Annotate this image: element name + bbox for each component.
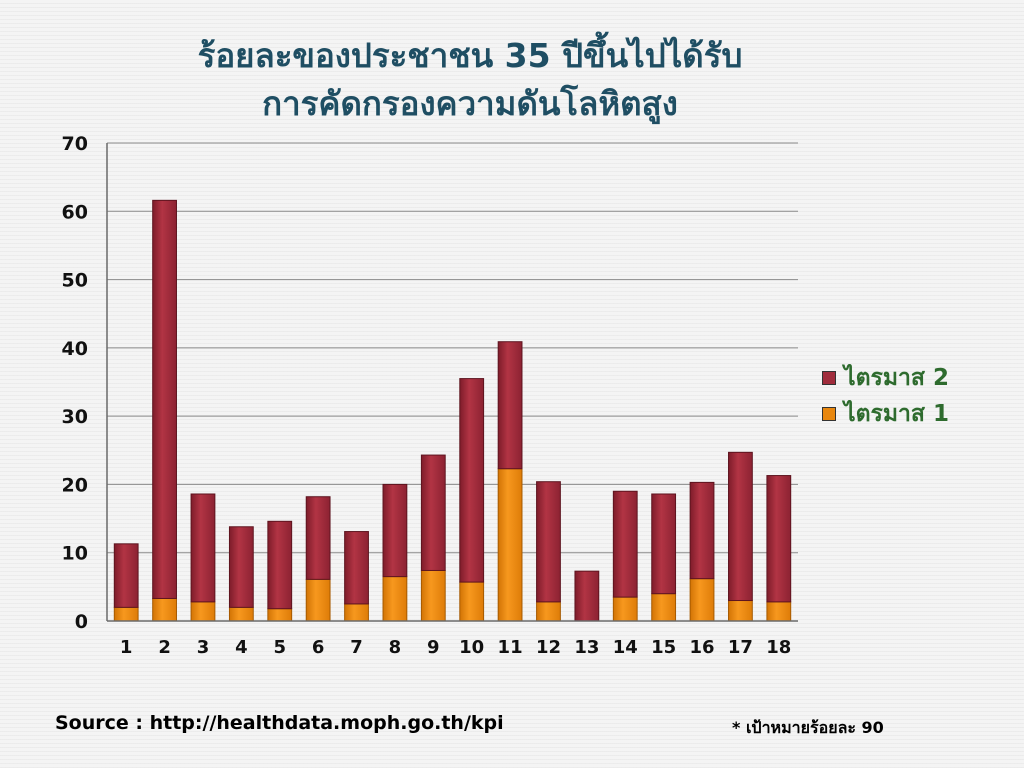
legend-swatch-q1 bbox=[822, 407, 836, 421]
bar-segment-q2-7 bbox=[344, 531, 369, 605]
x-tick-labels: 1 2 3 4 5 6 7 8 9 10 11 12 13 14 15 16 17 18 bbox=[120, 637, 791, 658]
bar-segment-q1-11 bbox=[497, 468, 523, 622]
bar-segment-q1-18 bbox=[766, 601, 792, 622]
bar-segment-q2-5 bbox=[267, 520, 293, 610]
y-tick-label: 0 bbox=[75, 611, 88, 633]
bar-segment-q2-6 bbox=[305, 496, 331, 580]
y-tick-label: 40 bbox=[62, 338, 88, 360]
x-tick-label: 6 bbox=[312, 637, 325, 658]
bar-segment-q2-3 bbox=[190, 493, 216, 603]
y-tick-label: 60 bbox=[62, 201, 88, 223]
x-tick-label: 3 bbox=[197, 637, 210, 658]
bar-segment-q2-12 bbox=[536, 481, 561, 603]
legend-swatch-q2 bbox=[822, 371, 836, 385]
x-tick-label: 5 bbox=[273, 637, 286, 658]
x-tick-label: 16 bbox=[689, 637, 714, 658]
legend-item-q1: ไตรมาส 1 bbox=[822, 396, 949, 432]
bar-segment-q2-11 bbox=[497, 341, 523, 470]
bar-segment-q2-18 bbox=[766, 475, 792, 603]
bar-segment-q2-17 bbox=[728, 451, 753, 602]
bar-segment-q2-14 bbox=[612, 490, 638, 598]
chart-title-line-1: ร้อยละของประชาชน 35 ปีขึ้นไปได้รับ bbox=[197, 36, 743, 75]
x-tick-label: 13 bbox=[574, 637, 599, 658]
chart-title-line-2: การคัดกรองความดันโลหิตสูง bbox=[262, 84, 678, 123]
bar-segment-q2-2 bbox=[152, 199, 177, 599]
bar-segment-q1-14 bbox=[612, 596, 638, 622]
x-tick-label: 12 bbox=[536, 637, 561, 658]
bar-segment-q1-17 bbox=[728, 600, 753, 622]
y-tick-labels: 0 10 20 30 40 50 60 70 bbox=[62, 133, 88, 633]
bar-segment-q2-4 bbox=[228, 526, 254, 608]
bar-segment-q1-9 bbox=[420, 569, 446, 622]
y-tick-label: 20 bbox=[62, 474, 88, 496]
y-tick-label: 50 bbox=[62, 270, 88, 292]
bar-segment-q2-1 bbox=[113, 543, 139, 608]
x-tick-label: 9 bbox=[427, 637, 440, 658]
bar-segment-q2-8 bbox=[382, 483, 408, 578]
bar-segment-q2-13 bbox=[574, 570, 600, 622]
grid-lines bbox=[107, 142, 798, 554]
axes bbox=[106, 143, 798, 622]
x-tick-label: 8 bbox=[389, 637, 402, 658]
y-tick-label: 10 bbox=[62, 543, 88, 565]
x-tick-label: 10 bbox=[459, 637, 484, 658]
legend-label-q2: ไตรมาส 2 bbox=[844, 365, 949, 391]
x-tick-label: 18 bbox=[766, 637, 791, 658]
x-tick-label: 17 bbox=[728, 637, 753, 658]
x-tick-label: 2 bbox=[158, 637, 171, 658]
bars bbox=[113, 199, 792, 622]
bar-segment-q2-16 bbox=[689, 481, 715, 580]
bar-segment-q1-7 bbox=[344, 603, 369, 622]
x-tick-label: 11 bbox=[498, 637, 523, 658]
x-tick-label: 14 bbox=[613, 637, 638, 658]
source-note: Source : http://healthdata.moph.go.th/kp… bbox=[55, 712, 504, 734]
legend: ไตรมาส 2 ไตรมาส 1 bbox=[822, 360, 949, 432]
legend-item-q2: ไตรมาส 2 bbox=[822, 360, 949, 396]
target-note: * เป้าหมายร้อยละ 90 bbox=[732, 718, 884, 737]
x-tick-label: 15 bbox=[651, 637, 676, 658]
bar-segment-q1-10 bbox=[459, 581, 485, 622]
legend-label-q1: ไตรมาส 1 bbox=[844, 401, 949, 427]
y-tick-label: 70 bbox=[62, 133, 88, 155]
bar-segment-q1-12 bbox=[536, 601, 561, 622]
bar-segment-q1-3 bbox=[190, 601, 216, 622]
bar-segment-q1-2 bbox=[152, 597, 177, 622]
bar-segment-q2-15 bbox=[651, 493, 677, 595]
x-tick-label: 1 bbox=[120, 637, 133, 658]
bar-segment-q1-8 bbox=[382, 576, 408, 622]
bar-segment-q1-6 bbox=[305, 578, 331, 622]
bar-segment-q1-16 bbox=[689, 578, 715, 622]
x-tick-label: 7 bbox=[350, 637, 363, 658]
x-tick-label: 4 bbox=[235, 637, 248, 658]
y-tick-label: 30 bbox=[62, 406, 88, 428]
bar-segment-q1-1 bbox=[113, 606, 139, 622]
bar-segment-q1-4 bbox=[228, 606, 254, 622]
bar-segment-q2-10 bbox=[459, 378, 485, 583]
bar-segment-q1-5 bbox=[267, 608, 293, 622]
bar-segment-q2-9 bbox=[420, 454, 446, 571]
bar-segment-q1-15 bbox=[651, 593, 677, 622]
chart-title: ร้อยละของประชาชน 35 ปีขึ้นไปได้รับ การคั… bbox=[40, 32, 900, 128]
